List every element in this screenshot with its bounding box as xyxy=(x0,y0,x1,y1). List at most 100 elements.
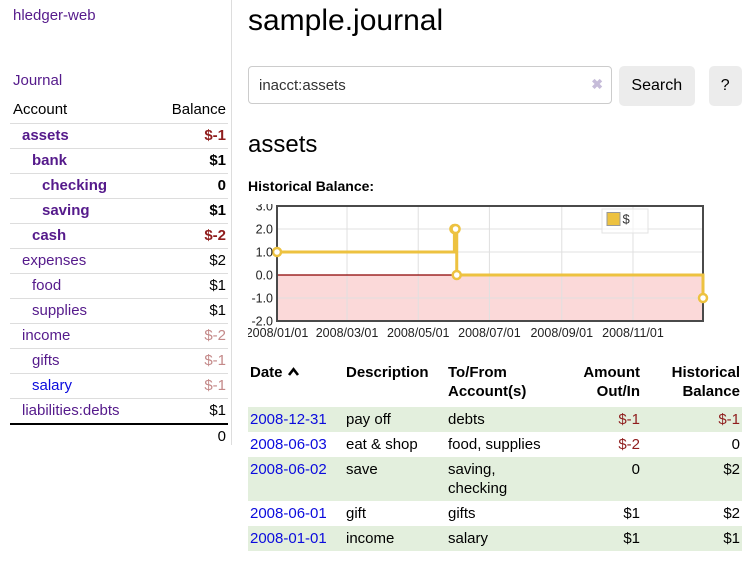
x-axis-label: 2008/11/01 xyxy=(602,326,664,340)
chart-border xyxy=(276,205,704,322)
chart-data-marker xyxy=(450,223,461,235)
x-axis-label: 2008/05/01 xyxy=(387,326,450,340)
y-axis-label: 3.0 xyxy=(256,204,273,214)
transaction-balance: $-1 xyxy=(718,411,740,428)
y-axis-label: 0.0 xyxy=(256,269,273,283)
account-link[interactable]: assets xyxy=(22,127,69,144)
search-form: ✖ Search ? xyxy=(248,66,742,106)
transaction-balance: $1 xyxy=(723,530,740,547)
account-row: salary $-1 xyxy=(10,373,228,399)
account-balance: $-1 xyxy=(204,352,226,369)
transaction-date-link[interactable]: 2008-12-31 xyxy=(250,411,327,428)
search-button[interactable]: Search xyxy=(619,66,695,106)
transaction-balance: $2 xyxy=(723,505,740,522)
account-link[interactable]: gifts xyxy=(32,352,60,369)
chart-title: Historical Balance: xyxy=(248,178,375,194)
accounts-table-body: assets $-1 bank $1 checking 0 saving $1 cash $-2 e… xyxy=(10,123,228,425)
account-row: gifts $-1 xyxy=(10,348,228,374)
transaction-amount: $1 xyxy=(623,530,640,547)
page-title: sample.journal xyxy=(248,4,444,37)
chart-data-marker xyxy=(451,269,462,281)
account-heading: assets xyxy=(248,131,318,158)
account-link[interactable]: food xyxy=(32,277,62,294)
accounts-header-balance: Balance xyxy=(171,101,226,118)
account-row: checking 0 xyxy=(10,173,228,199)
x-axis-label: 2008/09/01 xyxy=(530,326,593,340)
sort-ascending-icon xyxy=(287,367,299,376)
account-row: food $1 xyxy=(10,273,228,299)
help-button[interactable]: ? xyxy=(708,66,742,106)
register-header-amount: Amount Out/In xyxy=(583,364,640,400)
account-link[interactable]: expenses xyxy=(22,252,87,269)
chart-legend-label: $ xyxy=(623,212,631,227)
register-header-accounts: To/From Account(s) xyxy=(448,364,527,400)
register-row: 2008-12-31 pay off debts $-1 $-1 xyxy=(248,407,742,432)
register-row: 2008-01-01 income salary $1 $1 xyxy=(248,526,742,551)
account-balance: $1 xyxy=(209,277,226,294)
account-link[interactable]: supplies xyxy=(32,302,88,319)
account-row: bank $1 xyxy=(10,148,228,174)
transaction-amount: $-1 xyxy=(618,411,640,428)
register-header-date[interactable]: Date xyxy=(248,363,344,407)
account-balance: $-1 xyxy=(204,377,226,394)
chart-legend-swatch xyxy=(606,212,621,226)
account-row: cash $-2 xyxy=(10,223,228,249)
register-table: Date Description To/From Account(s) Amou… xyxy=(248,363,742,551)
transaction-amount: 0 xyxy=(631,461,640,478)
transaction-accounts: saving, checking xyxy=(448,461,508,497)
account-row: expenses $2 xyxy=(10,248,228,274)
clear-search-icon[interactable]: ✖ xyxy=(591,76,603,92)
sidebar-item-journal[interactable]: Journal xyxy=(13,72,63,89)
account-row: assets $-1 xyxy=(10,123,228,149)
account-link[interactable]: cash xyxy=(32,227,67,244)
app-title-link[interactable]: hledger-web xyxy=(13,7,96,24)
account-row: liabilities:debts $1 xyxy=(10,398,228,425)
account-balance: 0 xyxy=(217,177,226,194)
account-link[interactable]: liabilities:debts xyxy=(22,402,120,419)
x-axis-label: 2008/01/01 xyxy=(248,326,308,340)
transaction-description: pay off xyxy=(346,411,391,428)
accounts-total-value: 0 xyxy=(151,423,228,449)
register-row: 2008-06-01 gift gifts $1 $2 xyxy=(248,501,742,526)
accounts-total-row: 0 xyxy=(10,423,228,449)
transaction-description: income xyxy=(346,530,395,547)
chart-data-marker xyxy=(271,246,283,258)
y-axis-label: 1.0 xyxy=(256,246,273,260)
account-balance: $1 xyxy=(209,302,226,319)
y-axis-label: -2.0 xyxy=(251,315,273,329)
register-table-body: 2008-12-31 pay off debts $-1 $-1 2008-06-03 ea… xyxy=(248,407,742,551)
account-balance: $1 xyxy=(209,202,226,219)
main-content: sample.journal ✖ Search ? assets Histori… xyxy=(248,0,742,551)
accounts-table: Account Balance assets $-1 bank $1 checking 0… xyxy=(10,98,228,449)
account-link[interactable]: checking xyxy=(42,177,108,194)
account-balance: $1 xyxy=(209,152,226,169)
transaction-date-link[interactable]: 2008-06-02 xyxy=(250,461,327,478)
account-link[interactable]: saving xyxy=(42,202,90,219)
sidebar: hledger-web Journal Account Balance asse… xyxy=(0,0,232,449)
transaction-date-link[interactable]: 2008-01-01 xyxy=(250,530,327,547)
search-input[interactable] xyxy=(248,66,612,104)
transaction-date-link[interactable]: 2008-06-03 xyxy=(250,436,327,453)
transaction-accounts: salary xyxy=(448,530,489,547)
transaction-balance: $2 xyxy=(723,461,740,478)
register-header-description: Description xyxy=(346,364,429,381)
x-axis-label: 2008/03/01 xyxy=(316,326,379,340)
transaction-amount: $-2 xyxy=(618,436,640,453)
transaction-description: gift xyxy=(346,505,367,522)
x-axis-label: 2008/07/01 xyxy=(458,326,521,340)
register-row: 2008-06-02 save saving, checking 0 $2 xyxy=(248,457,742,501)
account-balance: $2 xyxy=(209,252,226,269)
register-row: 2008-06-03 eat & shop food, supplies $-2 0 xyxy=(248,432,742,457)
transaction-amount: $1 xyxy=(623,505,640,522)
account-row: income $-2 xyxy=(10,323,228,349)
spacer-cell xyxy=(10,423,152,449)
transaction-accounts: debts xyxy=(448,411,485,428)
account-balance: $1 xyxy=(209,402,226,419)
account-link[interactable]: income xyxy=(22,327,71,344)
account-balance: $-1 xyxy=(204,127,226,144)
transaction-date-link[interactable]: 2008-06-01 xyxy=(250,505,327,522)
account-link[interactable]: salary xyxy=(32,377,73,394)
account-link[interactable]: bank xyxy=(32,152,68,169)
account-balance: $-2 xyxy=(204,327,226,344)
